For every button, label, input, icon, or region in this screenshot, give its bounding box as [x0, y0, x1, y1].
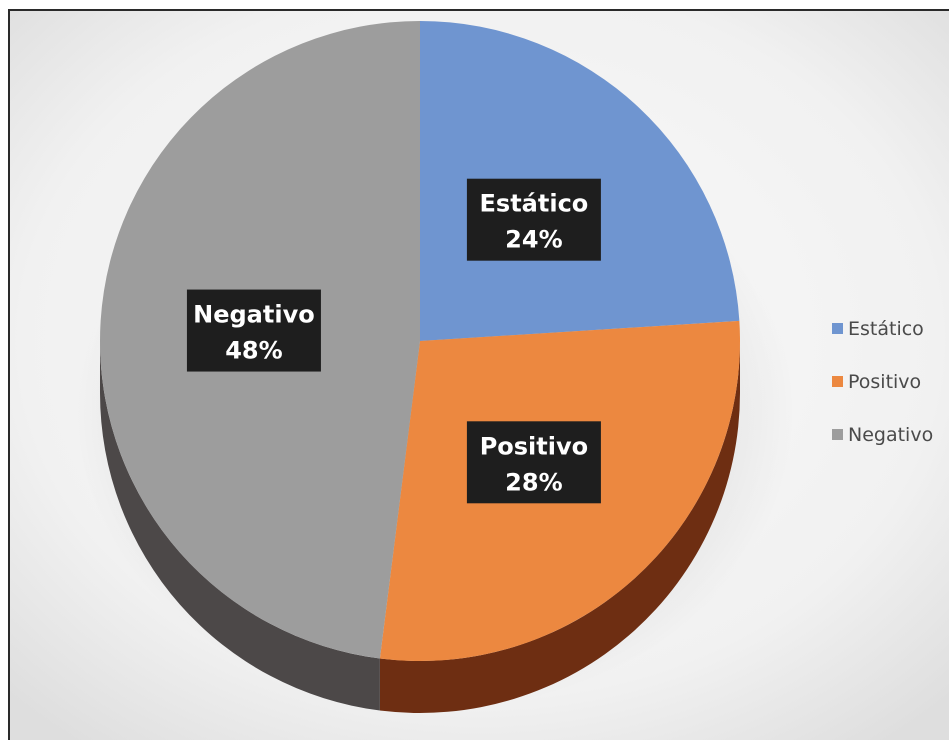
legend-item-positivo: Positivo: [832, 371, 921, 393]
data-label-category: Positivo: [480, 432, 588, 460]
data-label-box: [466, 421, 601, 504]
pie-chart-svg: Estático 24% Positivo 28% Negativo 48% Estáti…: [10, 11, 949, 740]
legend-label: Positivo: [848, 371, 921, 393]
data-label-negativo: Negativo 48%: [186, 289, 321, 372]
data-label-positivo: Positivo 28%: [466, 421, 601, 504]
data-label-percent: 28%: [505, 468, 562, 496]
data-label-percent: 48%: [225, 337, 282, 365]
pie-chart: Estático 24% Positivo 28% Negativo 48% Estáti…: [8, 9, 949, 740]
data-label-estatico: Estático 24%: [466, 178, 601, 261]
legend-swatch: [832, 429, 843, 440]
legend-item-negativo: Negativo: [832, 424, 933, 446]
legend-swatch: [832, 376, 843, 387]
legend-label: Negativo: [848, 424, 933, 446]
pie-sides: [100, 341, 740, 713]
legend-item-estatico: Estático: [832, 318, 924, 340]
pie-side-positivo: [379, 341, 740, 713]
legend: Estático Positivo Negativo: [832, 318, 933, 446]
data-label-percent: 24%: [505, 226, 562, 254]
legend-label: Estático: [848, 318, 924, 340]
data-label-box: [186, 289, 321, 372]
data-label-box: [466, 178, 601, 261]
data-label-category: Estático: [480, 190, 589, 218]
data-label-category: Negativo: [193, 301, 315, 329]
pie-side-negativo: [100, 341, 380, 711]
pie-data-labels: Estático 24% Positivo 28% Negativo 48%: [186, 178, 601, 504]
legend-swatch: [832, 323, 843, 334]
